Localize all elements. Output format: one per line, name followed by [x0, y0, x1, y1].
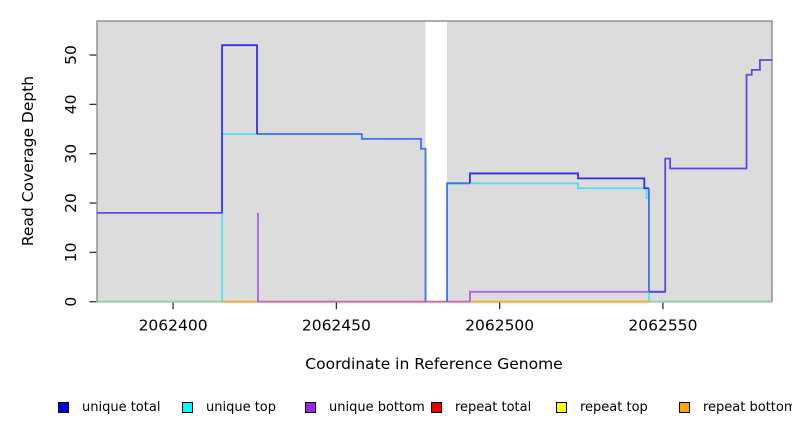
legend: unique total unique top unique bottom repea… [0, 399, 792, 419]
y-tick-label: 50 [62, 45, 80, 65]
masked-gap-band [425, 21, 448, 302]
coverage-line-navy-right [469, 172, 649, 190]
legend-swatch-icon [58, 401, 69, 413]
legend-swatch-icon [679, 401, 690, 413]
legend-label: unique top [206, 399, 277, 415]
legend-item-repeat-total: repeat total [431, 399, 531, 415]
x-tick-label: 2062400 [139, 317, 208, 335]
y-tick-label: 20 [62, 193, 80, 213]
legend-item-repeat-top: repeat top [556, 399, 648, 415]
legend-label: unique total [82, 399, 161, 415]
x-tick-label: 2062450 [302, 317, 371, 335]
legend-swatch-icon [305, 401, 316, 413]
x-axis-label: Coordinate in Reference Genome [305, 355, 562, 373]
legend-label: repeat total [455, 399, 532, 415]
y-axis-label: Read Coverage Depth [19, 76, 37, 246]
legend-item-unique-top: unique top [182, 399, 276, 415]
coverage-line-violet-right [648, 59, 772, 293]
legend-item-repeat-bottom: repeat bottom [679, 399, 792, 415]
legend-label: repeat bottom [703, 399, 792, 415]
legend-swatch-icon [556, 401, 567, 413]
x-tick-label: 2062500 [465, 317, 534, 335]
coverage-line-royal-rise [446, 182, 470, 302]
legend-swatch-icon [182, 401, 193, 413]
y-tick-label: 10 [62, 243, 80, 263]
legend-label: unique bottom [329, 399, 425, 415]
legend-label: repeat top [580, 399, 648, 415]
x-tick-label: 2062550 [628, 317, 697, 335]
legend-item-unique-total: unique total [58, 399, 160, 415]
y-tick-label: 0 [62, 297, 80, 307]
y-tick-label: 30 [62, 144, 80, 164]
legend-swatch-icon [431, 401, 442, 413]
coverage-line-navy-box [221, 44, 258, 213]
y-tick-label: 40 [62, 95, 80, 115]
coverage-line-royal-mid [257, 133, 427, 302]
coverage-line-purple-low [469, 290, 666, 302]
legend-item-unique-bottom: unique bottom [305, 399, 425, 415]
